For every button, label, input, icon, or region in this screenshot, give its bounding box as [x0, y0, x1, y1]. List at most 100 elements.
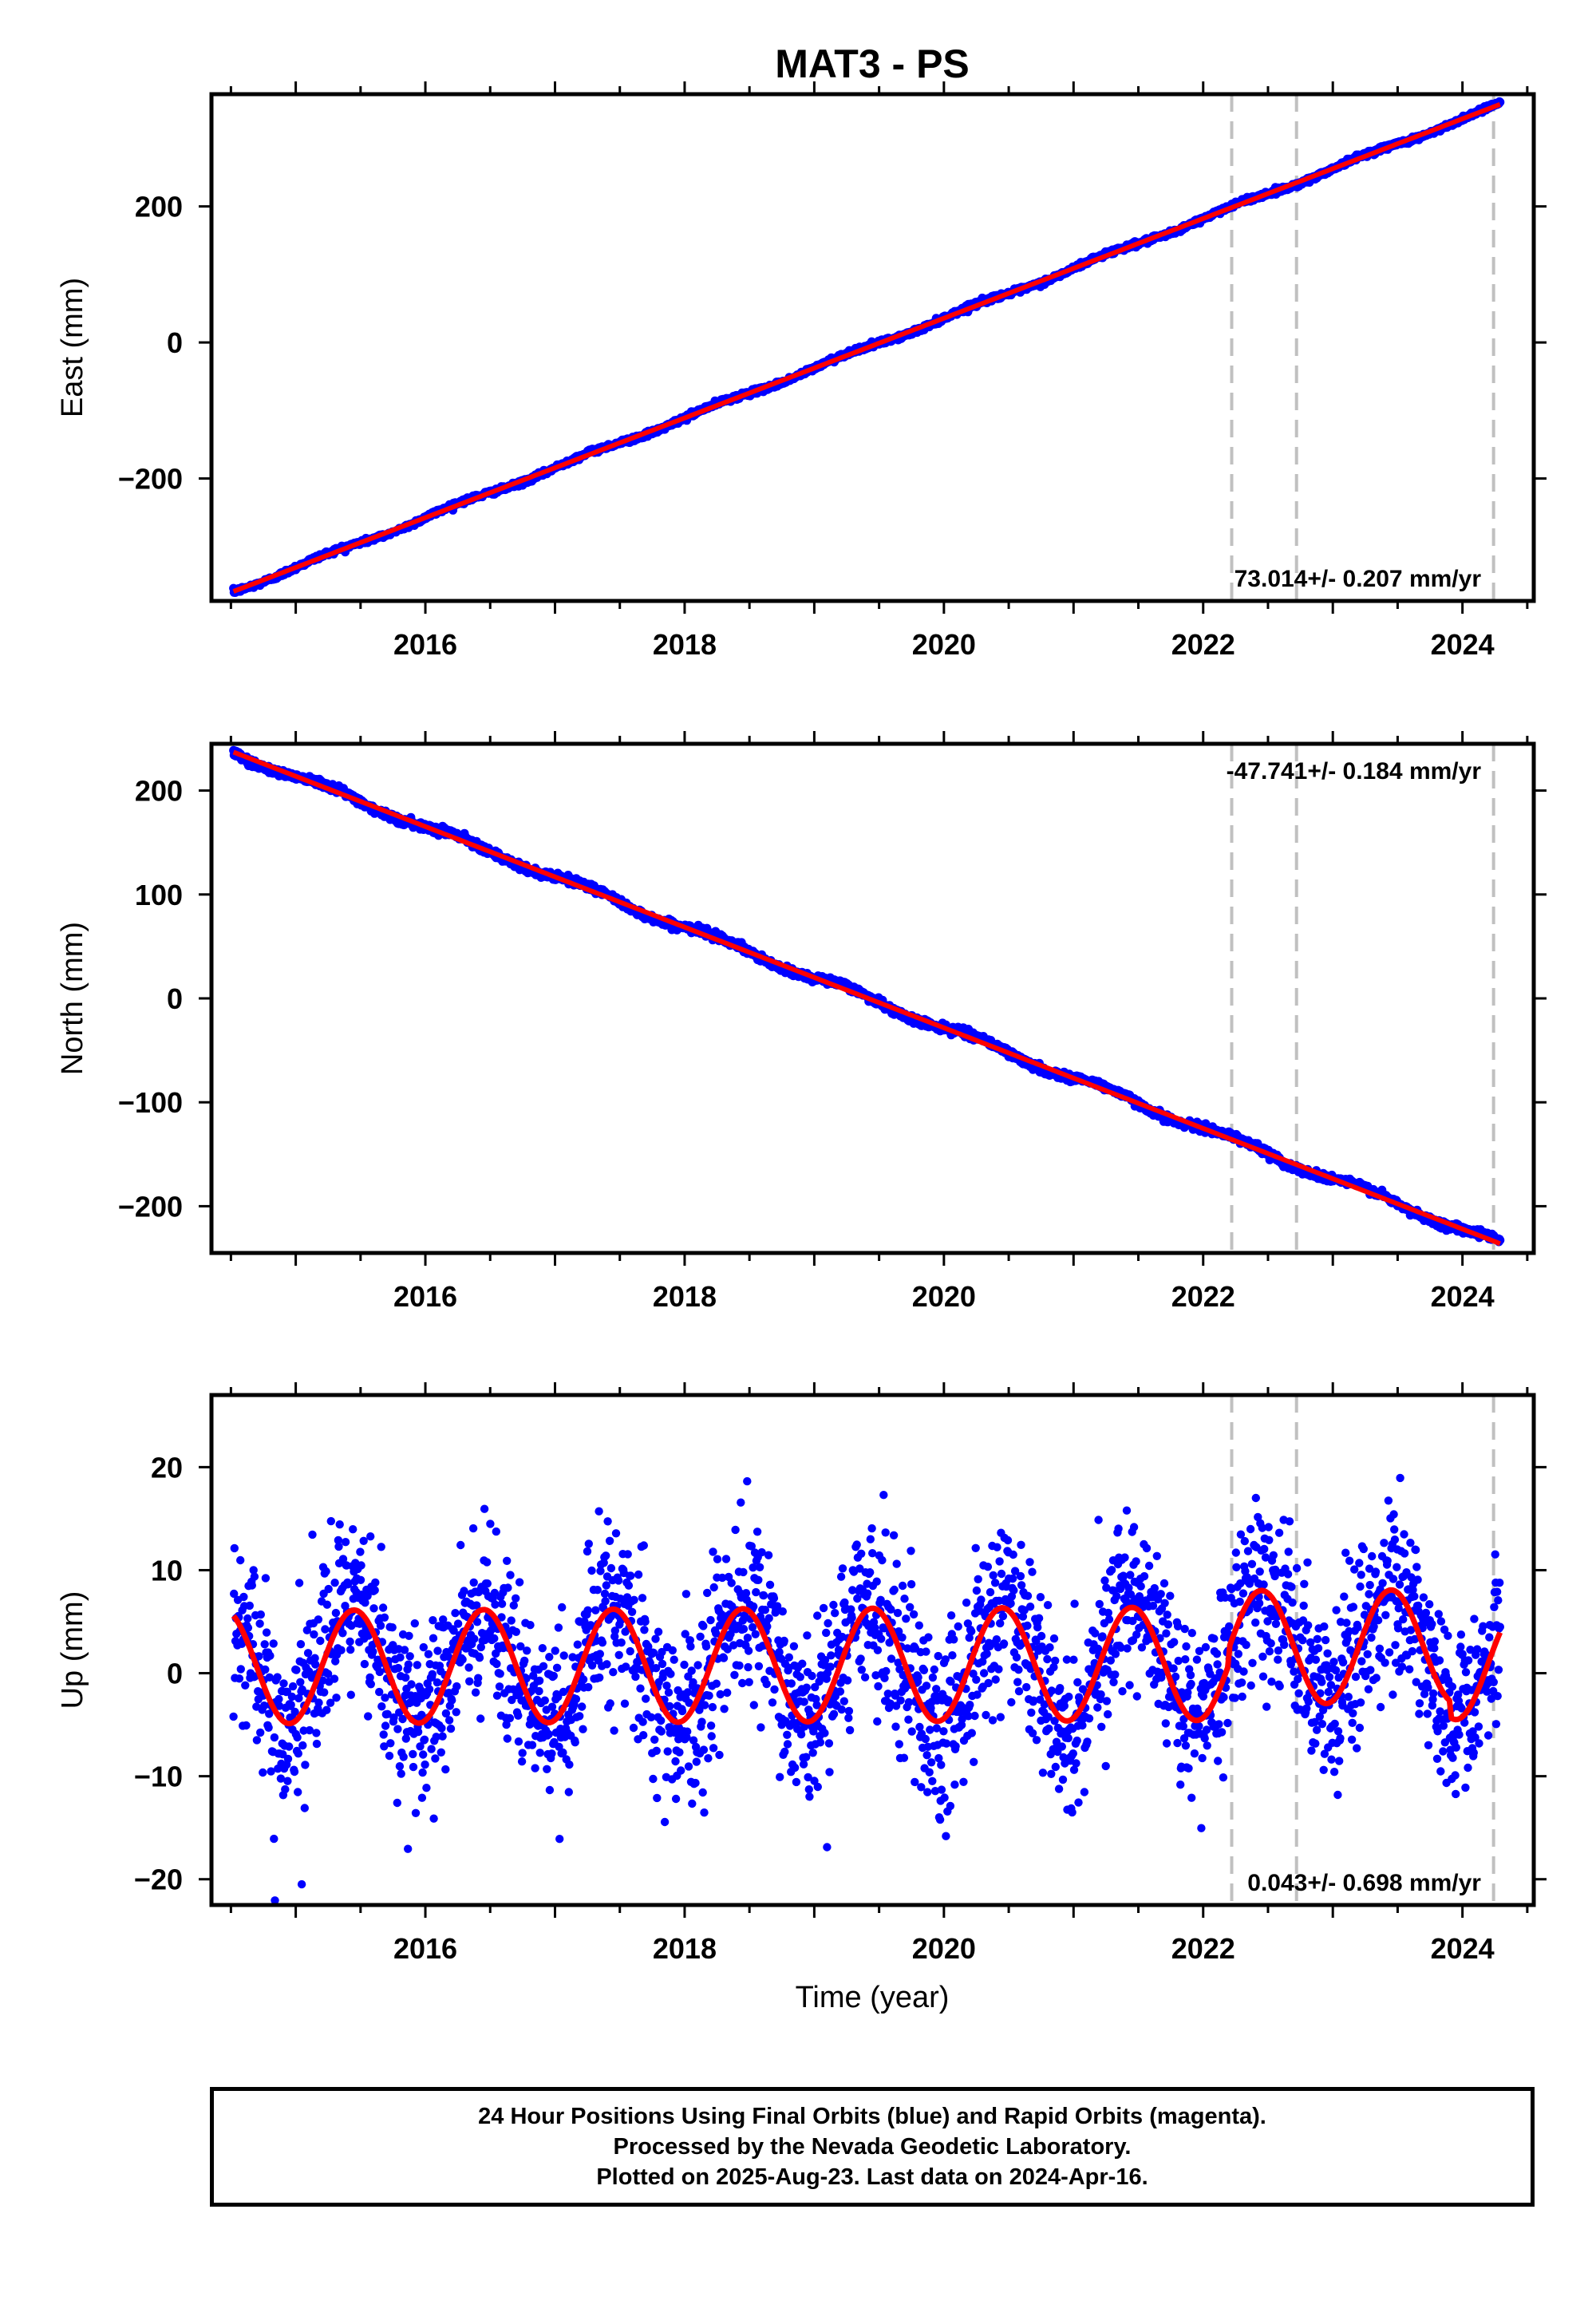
up-point [281, 1784, 290, 1794]
east-x-tick-label: 2024 [1431, 628, 1495, 661]
up-point [369, 1647, 377, 1656]
up-point [259, 1768, 267, 1777]
east-y-tick-label: 200 [135, 191, 183, 223]
up-point [262, 1628, 271, 1637]
up-point [381, 1721, 390, 1730]
up-point [303, 1649, 313, 1658]
up-point [405, 1631, 413, 1640]
up-point [322, 1567, 330, 1576]
up-point [460, 1587, 468, 1595]
up-point [429, 1634, 438, 1642]
north-y-axis-label: North (mm) [56, 922, 89, 1075]
up-point [428, 1670, 437, 1678]
east-x-tick-label: 2020 [912, 628, 976, 661]
up-point [323, 1670, 333, 1678]
up-point [341, 1538, 350, 1547]
up-point [255, 1652, 263, 1661]
up-point [405, 1652, 414, 1661]
up-point [448, 1696, 456, 1705]
up-point [458, 1655, 467, 1664]
up-point [269, 1639, 278, 1648]
up-point [241, 1681, 250, 1690]
up-point [413, 1661, 421, 1670]
up-point [439, 1615, 448, 1624]
east-y-axis-label: East (mm) [56, 278, 89, 417]
up-point [429, 1616, 437, 1625]
north-plot-area [229, 744, 1505, 1253]
up-point [283, 1777, 292, 1785]
up-point [453, 1619, 463, 1628]
up-point [429, 1814, 438, 1823]
north-y-tick-label: 100 [135, 879, 183, 911]
up-point [322, 1600, 332, 1609]
up-point [437, 1724, 446, 1733]
up-point [302, 1626, 311, 1634]
chart-title: MAT3 - PS [775, 41, 970, 86]
up-point [444, 1716, 454, 1725]
up-point [385, 1751, 394, 1761]
up-point [357, 1561, 365, 1570]
east-frame [209, 92, 1536, 603]
up-point [441, 1765, 450, 1774]
up-point [404, 1660, 413, 1669]
east-fit-line [232, 101, 1501, 594]
up-point [294, 1579, 304, 1587]
north-x-tick-label: 2016 [393, 1280, 457, 1313]
up-point [305, 1725, 314, 1735]
up-point [375, 1667, 384, 1677]
up-point [267, 1767, 275, 1776]
up-point [239, 1592, 248, 1602]
up-point [409, 1749, 417, 1759]
up-point [292, 1666, 301, 1674]
up-point [446, 1724, 456, 1733]
up-point [360, 1659, 369, 1669]
north-x-tick-label: 2018 [653, 1280, 717, 1313]
up-point [264, 1723, 273, 1732]
up-point [334, 1542, 343, 1551]
up-point [326, 1516, 335, 1526]
up-point [437, 1748, 445, 1757]
up-point [431, 1754, 440, 1763]
up-point [275, 1701, 284, 1710]
up-point [413, 1727, 423, 1737]
up-point [320, 1688, 329, 1697]
up-point [321, 1625, 330, 1634]
north-x-tick-label: 2022 [1171, 1280, 1235, 1313]
up-point [260, 1640, 269, 1649]
north-y-tick-label: −200 [118, 1190, 183, 1223]
up-point [256, 1610, 265, 1619]
up-point [235, 1674, 244, 1683]
up-point [346, 1690, 355, 1699]
up-point [330, 1674, 339, 1683]
up-point [301, 1761, 310, 1769]
up-point [363, 1591, 372, 1601]
up-point [288, 1682, 298, 1691]
north-y-tick-label: 200 [135, 775, 183, 808]
up-point [377, 1702, 386, 1711]
up-point [308, 1530, 317, 1539]
east-y-tick-label: 0 [167, 326, 183, 359]
up-point [273, 1673, 282, 1682]
up-point [366, 1532, 375, 1541]
up-point [427, 1745, 436, 1753]
up-point [265, 1709, 274, 1718]
up-point [451, 1609, 460, 1618]
up-point [393, 1798, 401, 1808]
east-rate-label: 73.014+/- 0.207 mm/yr [1235, 566, 1482, 592]
up-point [376, 1621, 385, 1630]
up-point [456, 1540, 465, 1550]
up-point [377, 1543, 385, 1551]
up-point [380, 1613, 389, 1622]
north-y-tick-label: 0 [167, 982, 183, 1015]
up-point [230, 1589, 239, 1599]
up-point [249, 1566, 258, 1575]
up-point [270, 1834, 279, 1844]
up-point [290, 1707, 299, 1717]
up-point [370, 1586, 379, 1595]
up-point [400, 1646, 409, 1654]
east-plot-area [229, 94, 1505, 601]
east-x-tick-label: 2022 [1171, 628, 1235, 661]
north-y-tick-label: −100 [118, 1086, 183, 1119]
up-point [365, 1673, 374, 1682]
